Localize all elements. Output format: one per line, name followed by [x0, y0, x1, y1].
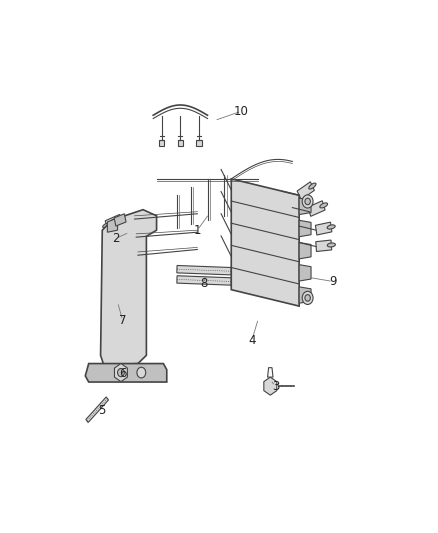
Ellipse shape — [327, 225, 335, 229]
Bar — [196, 140, 202, 146]
Polygon shape — [315, 222, 332, 235]
Text: 1: 1 — [194, 224, 201, 237]
Bar — [178, 140, 183, 146]
Ellipse shape — [103, 223, 110, 228]
Polygon shape — [109, 251, 126, 268]
Polygon shape — [114, 364, 127, 382]
Polygon shape — [316, 240, 332, 252]
Polygon shape — [105, 214, 122, 230]
Polygon shape — [299, 243, 311, 259]
Text: 4: 4 — [248, 335, 255, 348]
Circle shape — [117, 368, 124, 377]
Polygon shape — [308, 201, 325, 216]
Polygon shape — [264, 377, 277, 395]
Polygon shape — [299, 265, 311, 281]
Polygon shape — [299, 198, 311, 215]
Polygon shape — [297, 182, 314, 199]
Polygon shape — [107, 233, 124, 249]
Circle shape — [305, 295, 311, 301]
Ellipse shape — [107, 261, 114, 267]
Text: 8: 8 — [201, 277, 208, 290]
Polygon shape — [86, 397, 109, 423]
Ellipse shape — [105, 242, 113, 248]
Text: 6: 6 — [119, 367, 127, 381]
Circle shape — [137, 367, 146, 378]
Polygon shape — [177, 265, 231, 275]
Polygon shape — [268, 368, 273, 377]
Text: 7: 7 — [119, 314, 127, 327]
Circle shape — [302, 292, 313, 304]
Circle shape — [305, 198, 311, 205]
Polygon shape — [85, 364, 167, 382]
Text: 3: 3 — [272, 379, 279, 393]
Polygon shape — [177, 276, 231, 285]
Polygon shape — [299, 287, 311, 303]
Polygon shape — [107, 218, 117, 232]
Ellipse shape — [320, 203, 328, 208]
Ellipse shape — [327, 243, 336, 247]
Polygon shape — [299, 220, 311, 237]
Polygon shape — [114, 214, 126, 226]
Bar — [159, 140, 164, 146]
Text: 9: 9 — [329, 275, 337, 288]
Text: 10: 10 — [234, 104, 249, 118]
Polygon shape — [231, 179, 299, 306]
Ellipse shape — [309, 183, 316, 189]
Circle shape — [302, 195, 313, 208]
Text: 5: 5 — [99, 404, 106, 417]
Polygon shape — [101, 209, 156, 366]
Text: 2: 2 — [112, 232, 120, 245]
